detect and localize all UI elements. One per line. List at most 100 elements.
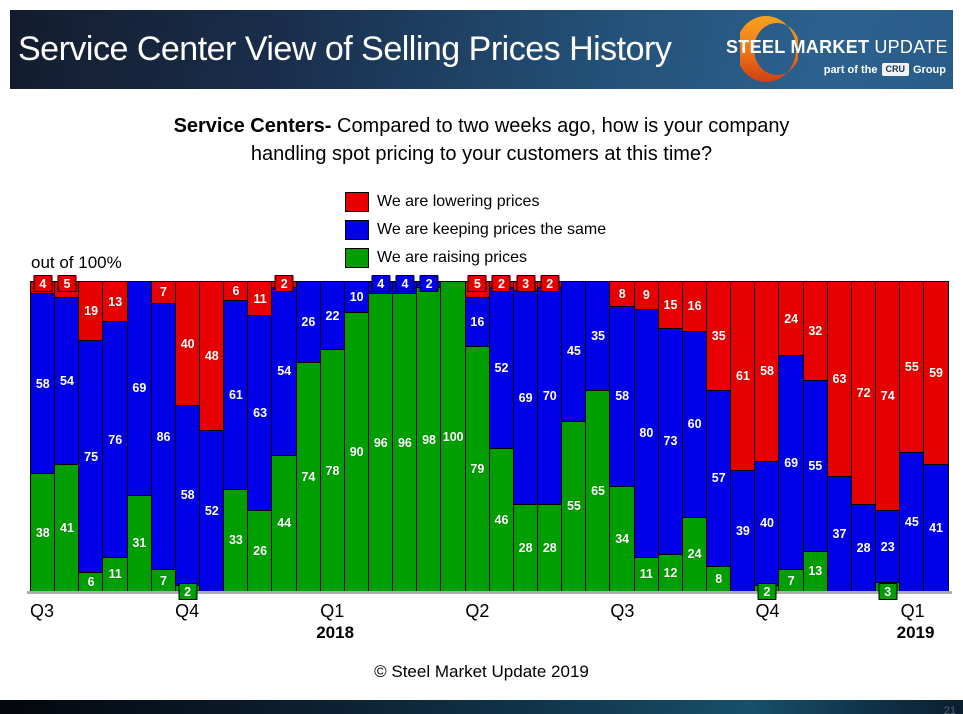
bar-value-label: 16 <box>470 314 485 329</box>
bar-value-label: 23 <box>880 539 895 554</box>
bar-segment: 76 <box>103 321 128 557</box>
logo-word-update: UPDATE <box>874 37 948 57</box>
bar-segment: 58 <box>755 281 779 461</box>
bar-value-label: 12 <box>663 565 678 580</box>
bar-value-label: 69 <box>132 381 147 396</box>
bar-segment: 9 <box>634 281 659 309</box>
x-axis-label: Q1 <box>320 601 345 621</box>
bar-value-label: 96 <box>373 435 388 450</box>
bar-segment: 26 <box>248 510 272 591</box>
bar-value-label: 57 <box>711 471 726 486</box>
bar: 11 80 9 <box>633 281 660 591</box>
bar-value-label: 28 <box>856 541 871 556</box>
bar-value-label: 48 <box>204 348 219 363</box>
bar: 2 58 40 <box>174 281 201 600</box>
bar: 34 58 8 <box>609 281 636 591</box>
bar-value-label: 8 <box>618 286 626 301</box>
logo-word-market: MARKET <box>790 37 870 57</box>
bar-value-label: 39 <box>735 524 750 539</box>
bar-segment: 28 <box>513 504 538 591</box>
bar-value-label: 33 <box>228 533 243 548</box>
bar-segment: 28 <box>537 504 562 591</box>
legend-row-keeping: We are keeping prices the same <box>345 216 606 244</box>
tagline-suffix: Group <box>913 63 946 76</box>
bar-segment: 57 <box>706 389 731 567</box>
bar-segment: 24 <box>779 281 803 356</box>
bar: 46 52 2 <box>488 275 515 591</box>
bar-segment: 13 <box>803 550 828 591</box>
bar-value-label: 37 <box>832 527 847 542</box>
bar-segment: 6 <box>79 572 103 591</box>
chart-plot-area: 38 58 4 41 54 5 6 75 19 11 76 13 31 69 7 86 7 2 58 40 52 48 33… <box>27 275 952 600</box>
x-axis-label: Q3 <box>30 601 55 621</box>
bar-value-label: 61 <box>228 387 243 402</box>
bar-segment: 16 <box>465 296 490 347</box>
bar-value-label: 86 <box>156 429 171 444</box>
bar: 33 61 6 <box>223 281 249 591</box>
bar-value-label: 98 <box>422 432 437 447</box>
bar-value-label: 46 <box>494 513 509 528</box>
bar-value-label: 73 <box>663 434 678 449</box>
question-lead: Service Centers- <box>173 115 332 137</box>
page-title: Service Center View of Selling Prices Hi… <box>18 30 672 68</box>
x-axis-label: Q3 <box>610 601 635 621</box>
bar-segment: 58 <box>31 293 55 474</box>
bar-segment: 35 <box>706 281 731 390</box>
bar-value-label: 40 <box>180 336 195 351</box>
x-axis-year-label: 2019 <box>896 623 935 642</box>
bar-value-label: 28 <box>518 541 533 556</box>
bar: 7 86 7 <box>150 281 177 591</box>
bar: 100 <box>440 281 467 591</box>
x-axis-label: Q2 <box>465 601 490 621</box>
bar-segment: 59 <box>924 281 948 464</box>
bar-segment: 28 <box>851 504 876 591</box>
bar-segment: 13 <box>103 281 128 322</box>
legend-label: We are raising prices <box>377 249 527 266</box>
x-axis-label: Q4 <box>175 601 200 621</box>
bar-value-label: 24 <box>784 311 799 326</box>
bar: 7 69 24 <box>778 281 804 591</box>
bar: 28 72 <box>850 281 877 591</box>
bar-value-chip: 3 <box>516 275 536 292</box>
bar-segment: 26 <box>296 281 321 362</box>
bar: 31 69 <box>126 281 153 591</box>
bar-value-label: 7 <box>787 573 795 588</box>
bar-value-label: 16 <box>687 299 702 314</box>
bottom-bar: 21 <box>0 700 963 714</box>
bar-value-label: 13 <box>108 294 123 309</box>
bar-value-label: 26 <box>301 314 316 329</box>
bar-segment: 32 <box>803 281 828 381</box>
bar: 13 55 32 <box>802 281 829 591</box>
bar: 38 58 4 <box>30 275 56 591</box>
bar-segment: 48 <box>199 281 224 430</box>
bar-value-label: 8 <box>715 572 723 587</box>
bar-segment: 8 <box>706 566 731 591</box>
bar: 11 76 13 <box>102 281 129 591</box>
bar-value-chip: 3 <box>878 583 898 600</box>
bar-segment: 10 <box>344 281 369 312</box>
bar-value-label: 58 <box>35 376 50 391</box>
bar-value-label: 19 <box>84 303 99 318</box>
bar-segment: 96 <box>393 293 417 591</box>
bar-value-label: 63 <box>253 406 268 421</box>
smu-logo: STEEL MARKET UPDATE part of the CRU Group <box>726 15 948 85</box>
bar-value-label: 15 <box>663 297 678 312</box>
bar-segment: 63 <box>827 281 852 477</box>
tagline-prefix: part of the <box>823 63 878 76</box>
bar-value-label: 11 <box>639 567 653 582</box>
bar-segment: 7 <box>151 569 176 591</box>
bar: 98 2 <box>416 275 442 591</box>
bar: 2 40 58 <box>754 281 780 600</box>
bar-value-label: 74 <box>880 389 895 404</box>
bar: 8 57 35 <box>705 281 732 591</box>
bar-segment: 74 <box>875 281 900 511</box>
bar-value-chip: 5 <box>57 275 77 292</box>
bar-segment: 45 <box>562 281 586 421</box>
bar-value-label: 35 <box>591 328 605 343</box>
bar: 78 22 <box>319 281 346 591</box>
x-axis-year-label: 2018 <box>316 623 355 642</box>
bar-value-label: 6 <box>232 283 240 298</box>
bar-value-label: 78 <box>325 463 340 478</box>
bar-segment: 24 <box>682 516 707 591</box>
